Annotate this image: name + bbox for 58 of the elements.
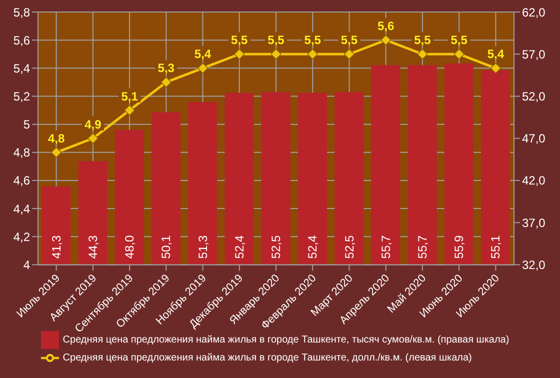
y-tick-label: 5,2 xyxy=(13,90,30,104)
point xyxy=(307,48,318,60)
point xyxy=(124,104,135,116)
data-label: 4,8 xyxy=(48,131,65,146)
point xyxy=(490,62,502,74)
y2-tick-label: 62,0 xyxy=(522,5,546,20)
data-label: 5,4 xyxy=(194,47,212,62)
y-tick-label: 4,8 xyxy=(13,146,30,160)
data-label: 4,9 xyxy=(84,117,102,132)
data-label: 48,0 xyxy=(122,235,137,259)
y2-tick-label: 52,0 xyxy=(522,90,546,104)
y2-tick-label: 57,0 xyxy=(522,47,546,62)
data-label: 5,5 xyxy=(450,33,468,48)
y-tick-label: 4,6 xyxy=(13,174,30,188)
point xyxy=(270,48,282,60)
y2-tick-label: 37,0 xyxy=(522,216,546,230)
y2-tick-label: 42,0 xyxy=(522,174,546,188)
y2-tick-label: 32,0 xyxy=(522,258,546,272)
point xyxy=(197,62,208,74)
data-label: 44,3 xyxy=(86,235,100,259)
data-label: 5,4 xyxy=(487,47,504,62)
point xyxy=(417,48,428,60)
data-label: 55,7 xyxy=(416,235,430,259)
y-tick-label: 5,4 xyxy=(13,61,30,76)
data-label: 51,3 xyxy=(196,235,210,259)
data-label: 55,9 xyxy=(452,235,466,259)
point xyxy=(88,132,98,144)
point xyxy=(234,48,245,60)
y-tick-label: 5 xyxy=(23,118,30,132)
point xyxy=(380,34,392,46)
data-label: 5,5 xyxy=(340,33,358,48)
point xyxy=(344,48,355,60)
data-label: 52,4 xyxy=(306,235,320,259)
data-label: 52,5 xyxy=(342,235,356,259)
y2-tick-label: 47,0 xyxy=(522,132,546,146)
data-label: 52,5 xyxy=(269,235,284,259)
data-label: 5,6 xyxy=(378,19,395,34)
point xyxy=(454,48,464,60)
data-label: 5,5 xyxy=(304,33,322,48)
y-tick-label: 4,2 xyxy=(13,230,30,244)
data-label: 5,5 xyxy=(231,33,248,48)
data-label: 41,3 xyxy=(49,235,64,259)
data-label: 52,4 xyxy=(232,235,246,259)
y-tick-label: 5,6 xyxy=(13,33,30,48)
data-label: 5,5 xyxy=(268,33,285,48)
data-label: 55,1 xyxy=(488,235,503,259)
y-tick-label: 4,4 xyxy=(13,202,30,216)
y-tick-label: 4 xyxy=(23,258,30,272)
legend-label: Средняя цена предложения найма жилья в городе Ташкенте, долл./кв.м. (левая шкала) xyxy=(62,353,472,364)
data-label: 5,1 xyxy=(121,89,138,104)
point xyxy=(50,147,62,158)
data-label: 5,5 xyxy=(414,33,432,48)
data-label: 50,1 xyxy=(159,235,174,259)
point xyxy=(160,76,172,88)
data-label: 5,3 xyxy=(158,61,175,76)
y-tick-label: 5,8 xyxy=(13,5,30,20)
legend-label: Средняя цена предложения найма жилья в городе Ташкенте, тысяч сумов/кв.м. (правая шкала) xyxy=(62,334,510,346)
data-label: 55,7 xyxy=(378,235,393,259)
